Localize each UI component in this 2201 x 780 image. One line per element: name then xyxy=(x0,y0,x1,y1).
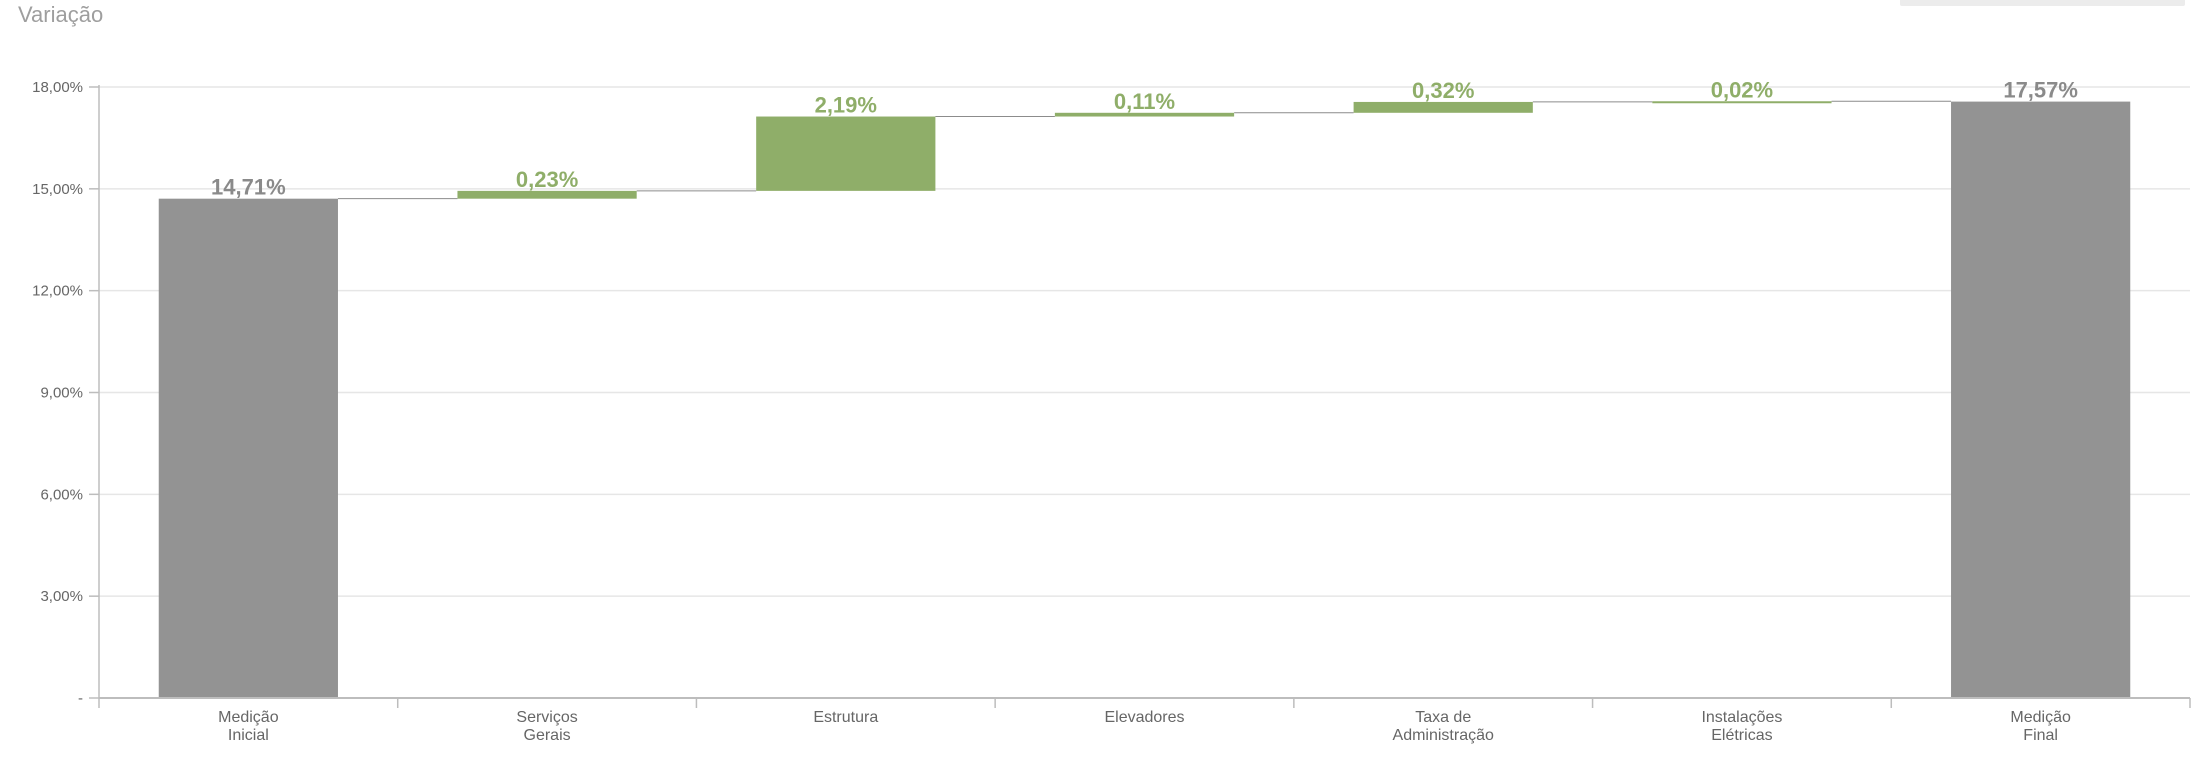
x-tick-label: Medição xyxy=(218,709,279,726)
bar-3 xyxy=(1054,112,1235,117)
bar-4 xyxy=(1353,101,1533,113)
data-label: 0,23% xyxy=(516,167,578,192)
bar-1 xyxy=(457,190,637,199)
data-label: 17,57% xyxy=(2003,78,2078,103)
x-tick-label: Instalações xyxy=(1701,709,1782,726)
x-tick-label: Inicial xyxy=(228,727,269,744)
toolbar-strip xyxy=(1900,0,2185,6)
x-tick-label: Administração xyxy=(1393,727,1494,744)
x-tick-label: Serviços xyxy=(516,709,577,726)
bar-2 xyxy=(756,116,936,191)
y-tick-label: 3,00% xyxy=(40,588,83,605)
x-tick-label: Elevadores xyxy=(1104,709,1184,726)
bar-5 xyxy=(1652,101,1832,104)
x-tick-label: Final xyxy=(2023,727,2058,744)
y-tick-label: - xyxy=(78,690,83,707)
x-tick-label: Gerais xyxy=(524,727,571,744)
data-labels: 14,71% 0,23% 2,19% 0,11% 0,32% 0,02% 17,57% xyxy=(211,77,2078,199)
y-tick-label: 6,00% xyxy=(40,486,83,503)
bars xyxy=(158,101,2131,698)
y-tick-label: 18,00% xyxy=(32,79,83,96)
data-label: 0,11% xyxy=(1114,89,1175,114)
data-label: 14,71% xyxy=(211,175,286,200)
bar-0 xyxy=(158,198,338,698)
gridlines xyxy=(99,86,2190,597)
y-tick-label: 9,00% xyxy=(40,385,83,402)
y-tick-label: 12,00% xyxy=(32,283,83,300)
y-tick-label: 15,00% xyxy=(32,181,83,198)
x-tick-label: Taxa de xyxy=(1415,709,1471,726)
data-label: 2,19% xyxy=(815,93,877,118)
data-label: 0,02% xyxy=(1711,77,1773,102)
x-tick-label: Estrutura xyxy=(813,709,878,726)
connector-lines xyxy=(337,100,1952,200)
chart-title: Variação xyxy=(18,2,104,27)
bar-6 xyxy=(1951,101,2131,698)
y-axis: - 3,00% 6,00% 9,00% 12,00% 15,00% 18,00% xyxy=(32,79,100,707)
data-label: 0,32% xyxy=(1412,78,1474,103)
x-tick-label: Elétricas xyxy=(1711,727,1772,744)
x-tick-label: Medição xyxy=(2010,709,2071,726)
